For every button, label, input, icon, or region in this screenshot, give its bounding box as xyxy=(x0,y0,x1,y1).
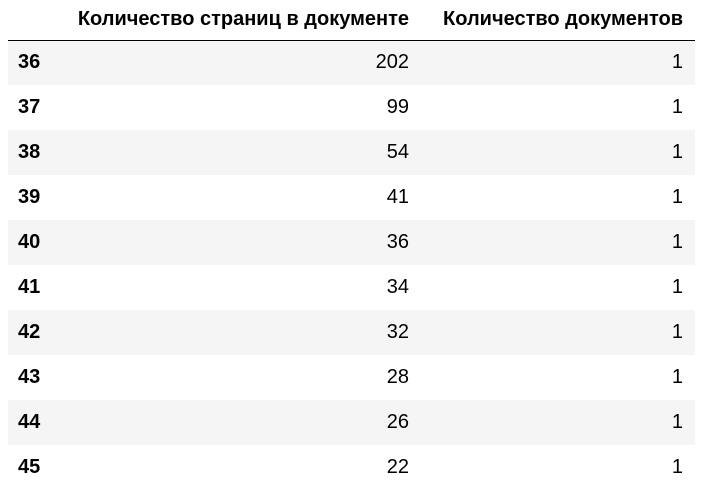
pages-cell: 22 xyxy=(386,456,409,478)
docs-cell: 1 xyxy=(671,276,683,298)
row-index: 44 xyxy=(18,411,41,433)
header-row: Количество страниц в документе Количеств… xyxy=(8,0,695,41)
pages-cell: 36 xyxy=(386,231,409,253)
row-index: 36 xyxy=(18,51,41,74)
pages-cell: 54 xyxy=(386,141,409,163)
pages-column-header: Количество страниц в документе xyxy=(53,0,421,41)
docs-cell: 1 xyxy=(671,456,683,478)
docs-cell: 1 xyxy=(671,411,683,433)
pages-cell: 26 xyxy=(386,411,409,433)
table-row: 43 28 1 xyxy=(8,355,695,400)
row-index: 41 xyxy=(18,276,41,298)
docs-column-header: Количество документов xyxy=(421,0,695,41)
pages-cell: 41 xyxy=(386,186,409,208)
row-index: 43 xyxy=(18,366,41,388)
index-column-header xyxy=(8,0,53,41)
row-index: 42 xyxy=(18,321,41,343)
row-index: 37 xyxy=(18,96,41,118)
pages-cell: 202 xyxy=(375,51,409,74)
table-row: 41 34 1 xyxy=(8,265,695,310)
docs-cell: 1 xyxy=(671,141,683,163)
table-row: 44 26 1 xyxy=(8,400,695,445)
table-row: 42 32 1 xyxy=(8,310,695,355)
docs-cell: 1 xyxy=(671,186,683,208)
table-header: Количество страниц в документе Количеств… xyxy=(8,0,695,41)
pages-cell: 99 xyxy=(386,96,409,118)
row-index: 45 xyxy=(18,456,41,478)
docs-cell: 1 xyxy=(671,51,683,74)
table-row: 45 22 1 xyxy=(8,445,695,490)
table-body: 36 202 1 37 99 1 38 54 1 39 41 1 40 36 1… xyxy=(8,40,695,490)
row-index: 39 xyxy=(18,186,41,208)
table-row: 38 54 1 xyxy=(8,130,695,175)
docs-cell: 1 xyxy=(671,321,683,343)
docs-cell: 1 xyxy=(671,96,683,118)
row-index: 38 xyxy=(18,141,41,163)
table-row: 40 36 1 xyxy=(8,220,695,265)
pages-cell: 34 xyxy=(386,276,409,298)
pages-cell: 32 xyxy=(386,321,409,343)
pages-cell: 28 xyxy=(386,366,409,388)
row-index: 40 xyxy=(18,231,41,253)
table-row: 37 99 1 xyxy=(8,85,695,130)
docs-cell: 1 xyxy=(671,231,683,253)
docs-cell: 1 xyxy=(671,366,683,388)
dataframe-table: Количество страниц в документе Количеств… xyxy=(8,0,695,490)
table-row: 39 41 1 xyxy=(8,175,695,220)
table-row: 36 202 1 xyxy=(8,40,695,85)
